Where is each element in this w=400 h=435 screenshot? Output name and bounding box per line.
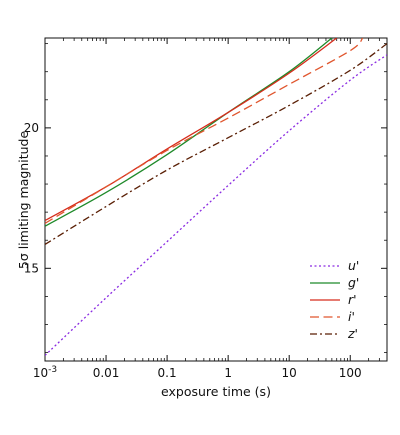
x-axis-label: exposure time (s)	[161, 384, 271, 399]
legend-label-0: u'	[348, 258, 359, 273]
x-tick-label: 100	[339, 366, 362, 380]
series-line-4	[45, 43, 387, 245]
series-line-1	[45, 38, 333, 227]
y-axis-label: 5σ limiting magnitude	[16, 131, 31, 270]
plot-frame	[44, 37, 388, 362]
legend-label-4: z'	[347, 326, 358, 341]
legend-label-2: r'	[348, 292, 357, 307]
series-lines	[45, 38, 387, 356]
x-tick-label: 0.1	[158, 366, 177, 380]
series-line-2	[45, 38, 338, 222]
legend-label-1: g'	[348, 275, 359, 290]
y-tick-label: 15	[24, 261, 39, 275]
y-tick-label: 20	[24, 121, 39, 135]
x-tick-label: 10	[282, 366, 297, 380]
legend-label-3: i'	[348, 309, 355, 324]
series-line-0	[45, 54, 387, 356]
x-tick-label: 10-3	[33, 365, 57, 380]
axis-ticks: 10-3 0.01 0.1 1 10 100 20 15	[24, 38, 388, 380]
series-line-3	[45, 38, 364, 224]
x-tick-label: 0.01	[93, 366, 120, 380]
x-tick-label: 1	[224, 366, 232, 380]
legend: u' g' r' i' z'	[310, 258, 359, 341]
